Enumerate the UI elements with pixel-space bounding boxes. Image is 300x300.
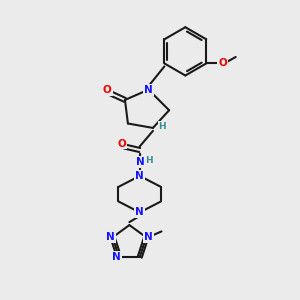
Text: O: O bbox=[117, 139, 126, 148]
Text: O: O bbox=[103, 85, 112, 94]
Text: H: H bbox=[145, 155, 153, 164]
Text: N: N bbox=[144, 85, 153, 94]
Text: N: N bbox=[136, 158, 145, 167]
Text: N: N bbox=[135, 207, 144, 218]
Text: N: N bbox=[135, 171, 144, 181]
Text: N: N bbox=[112, 252, 121, 262]
Text: H: H bbox=[159, 122, 166, 131]
Text: N: N bbox=[144, 232, 153, 242]
Text: O: O bbox=[218, 58, 227, 68]
Text: N: N bbox=[106, 232, 115, 242]
